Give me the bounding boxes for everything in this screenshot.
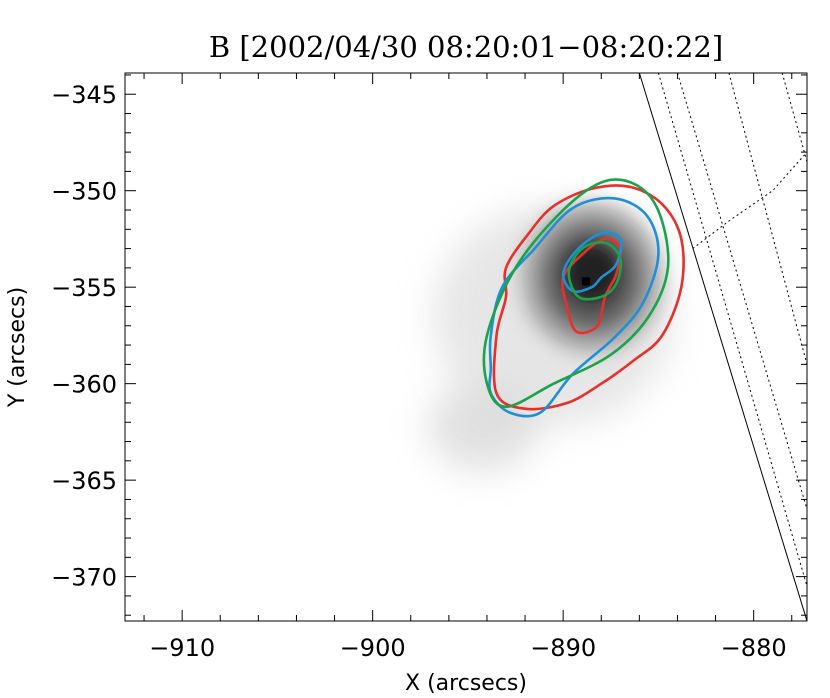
plot-frame <box>124 72 808 622</box>
contour-line <box>561 231 623 293</box>
intensity-image <box>428 202 674 472</box>
x-tick-label: −880 <box>721 634 787 662</box>
y-tick-label: −345 <box>51 81 117 109</box>
x-tick-label: −910 <box>149 634 215 662</box>
dotted-grid-line <box>677 73 807 510</box>
contour-line <box>561 237 623 335</box>
centroid-marker-group <box>582 277 591 286</box>
centroid-marker <box>582 277 591 286</box>
y-tick-labels: −345 −350 −355 −360 −365 −370 <box>51 81 117 591</box>
dotted-grid-line <box>657 73 807 587</box>
x-axis-title: X (arcsecs) <box>405 671 527 696</box>
y-tick-label: −370 <box>51 564 117 592</box>
emission-core <box>565 245 618 302</box>
y-tick-label: −365 <box>51 467 117 495</box>
solar-limb-line <box>638 73 807 621</box>
contour-series <box>482 178 685 418</box>
contour-line <box>482 178 670 409</box>
dotted-grid-line <box>728 73 807 365</box>
axis-ticks <box>125 73 807 621</box>
y-axis-title: Y (arcsecs) <box>5 287 30 408</box>
dotted-grid-line <box>692 151 807 249</box>
contour-line <box>567 241 623 301</box>
x-tick-labels: −910 −900 −890 −880 <box>149 634 786 662</box>
contour-line <box>492 184 685 411</box>
y-tick-label: −360 <box>51 371 117 399</box>
chart-title: B [2002/04/30 08:20:01−08:20:22] <box>209 30 723 64</box>
y-tick-label: −350 <box>51 178 117 206</box>
heliographic-grid-lines <box>657 73 807 587</box>
y-tick-label: −355 <box>51 274 117 302</box>
x-tick-label: −890 <box>530 634 596 662</box>
dotted-grid-line <box>781 73 807 162</box>
limb-line <box>638 73 807 621</box>
x-tick-label: −900 <box>340 634 406 662</box>
